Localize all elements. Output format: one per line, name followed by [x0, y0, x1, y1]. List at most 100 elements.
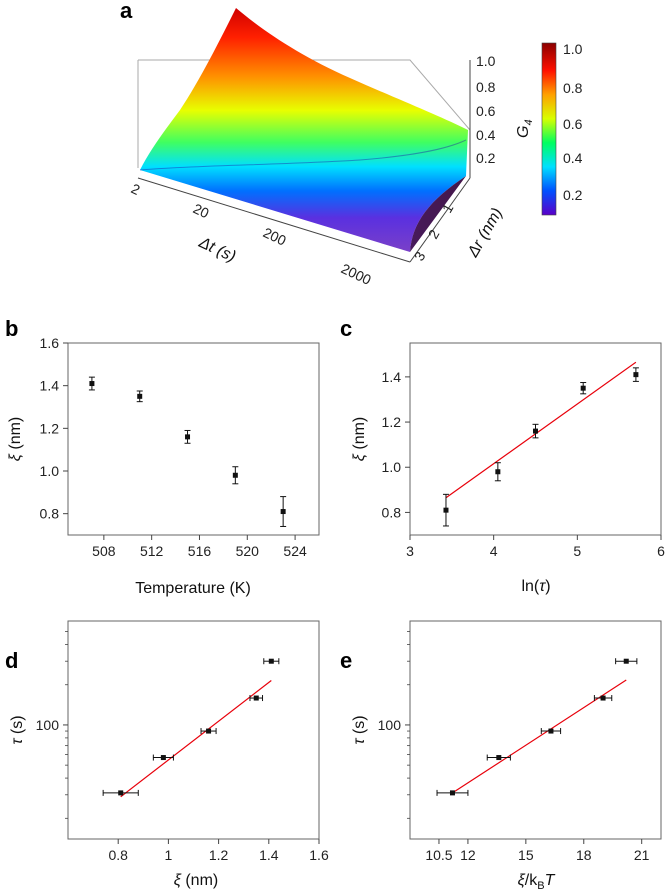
data-point: [496, 755, 502, 761]
x-axis-label-mid: /k: [525, 872, 538, 889]
y-axis-label-symbol: τ: [351, 738, 368, 745]
y-tick-label: 1.2: [382, 414, 402, 430]
y-axis-label: ξ (nm): [351, 417, 368, 461]
data-point: [160, 755, 166, 761]
y-tick-label: 1.0: [382, 459, 402, 475]
data-point: [623, 658, 629, 664]
data-point: [633, 372, 639, 378]
x-axis-label-post: ): [545, 578, 550, 595]
plot-frame: [409, 620, 662, 840]
panel-c: c 3 4 5 6 0.8 1.0 1.2 1.4 ln(τ) ξ (nm): [340, 316, 665, 595]
data-point: [253, 695, 259, 701]
y-axis-label-unit: (s): [9, 715, 26, 738]
x-tick-label: 6: [657, 543, 665, 559]
y-axis-a: [409, 177, 471, 263]
x-tick-label: 21: [634, 847, 650, 863]
colorbar-tick: 1.0: [563, 41, 583, 57]
data-point: [548, 728, 554, 734]
y-axis-label-unit: (nm): [7, 417, 24, 454]
x-tick-label: 524: [283, 543, 307, 559]
data-point: [580, 385, 586, 391]
g4-surface: [140, 8, 468, 252]
data-marks: [442, 361, 639, 527]
data-point: [280, 509, 286, 515]
y-tick-label: 1.0: [40, 463, 60, 479]
x-axis-label-T: T: [545, 872, 556, 889]
y-axis-label-symbol: ξ: [7, 453, 24, 461]
y-tick-group: 0.8 1.0 1.2 1.4: [382, 369, 410, 520]
x-tick-group: 10.5 12 15 18 21: [425, 839, 650, 863]
x-tick-label: 0.8: [108, 847, 128, 863]
y-tick-label: 100: [378, 717, 402, 733]
colorbar-tick: 0.6: [563, 116, 583, 132]
surface-contour: [139, 139, 467, 171]
x-tick-label: 3: [406, 543, 414, 559]
x-tick-label: 5: [573, 543, 581, 559]
panel-d-label: d: [5, 648, 18, 673]
data-point: [443, 507, 449, 513]
x-axis-label: ξ (nm): [174, 872, 218, 889]
data-point: [600, 695, 606, 701]
data-point: [268, 658, 274, 664]
y-axis-label: τ (s): [9, 715, 26, 744]
x-axis-a: [137, 177, 411, 263]
data-point: [137, 393, 143, 399]
a-z-label: G4: [515, 119, 535, 138]
data-point: [206, 728, 212, 734]
colorbar-tick: 0.4: [563, 150, 583, 166]
a-z-tick: 0.6: [476, 103, 496, 119]
data-point: [89, 381, 95, 387]
a-y-label: Δr (nm): [464, 205, 506, 261]
x-tick-label: 508: [92, 543, 116, 559]
y-axis-label: ξ (nm): [7, 417, 24, 461]
a-x-tick: 20: [191, 200, 212, 221]
plot-frame: [409, 342, 662, 536]
x-axis-label-pre: ln(: [521, 578, 539, 595]
x-axis-label-sub: B: [537, 880, 544, 892]
x-tick-label: 4: [490, 543, 498, 559]
data-point: [495, 469, 501, 475]
panel-e-label: e: [340, 648, 352, 673]
plot-frame: [67, 620, 320, 840]
x-tick-group: 0.8 1 1.2 1.4 1.6: [108, 839, 329, 863]
fit-line: [445, 361, 637, 499]
fit-line: [452, 679, 627, 794]
panel-d: d 0.8 1 1.2 1.4 1.6 100 ξ (nm) τ (s): [5, 620, 329, 889]
x-tick-label: 1: [165, 847, 173, 863]
panel-a-label: a: [120, 0, 133, 23]
y-tick-label: 0.8: [382, 504, 402, 520]
a-z-tick: 0.4: [476, 127, 496, 143]
x-tick-label: 10.5: [425, 847, 452, 863]
data-point: [449, 790, 455, 796]
y-axis-label-unit: (nm): [351, 417, 368, 454]
data-point: [232, 472, 238, 478]
y-tick-group: 0.8 1.0 1.2 1.4 1.6: [40, 335, 68, 522]
data-point: [118, 790, 124, 796]
a-x-label: Δt (s): [195, 234, 238, 266]
y-tick-label: 0.8: [40, 506, 60, 522]
a-z-tick: 0.2: [476, 150, 496, 166]
a-x-tick: 2000: [339, 260, 374, 288]
panel-a: a 2 20 200 2000 Δt (s) 1 2 3 Δr (nm) 1.0…: [120, 0, 583, 288]
a-y-tick: 1: [439, 201, 457, 216]
a-x-tick: 200: [261, 224, 289, 248]
x-tick-label: 512: [140, 543, 164, 559]
colorbar: [541, 42, 557, 216]
colorbar-tick: 0.8: [563, 80, 583, 96]
x-tick-label: 1.4: [259, 847, 279, 863]
colorbar-tick: 0.2: [563, 187, 583, 203]
a-z-tick: 1.0: [476, 53, 496, 69]
x-tick-label: 1.6: [309, 847, 329, 863]
y-tick-label: 1.4: [382, 369, 402, 385]
x-tick-label: 15: [518, 847, 534, 863]
a-z-tick: 0.8: [476, 79, 496, 95]
y-tick-label: 1.6: [40, 335, 60, 351]
a-x-tick: 2: [129, 180, 143, 198]
y-tick-group: 100: [378, 631, 410, 819]
x-tick-label: 12: [460, 847, 476, 863]
x-axis-label-symbol: τ: [539, 578, 546, 595]
x-tick-label: 516: [188, 543, 212, 559]
panel-c-label: c: [340, 316, 352, 341]
y-tick-label: 100: [36, 717, 60, 733]
x-tick-label: 18: [576, 847, 592, 863]
